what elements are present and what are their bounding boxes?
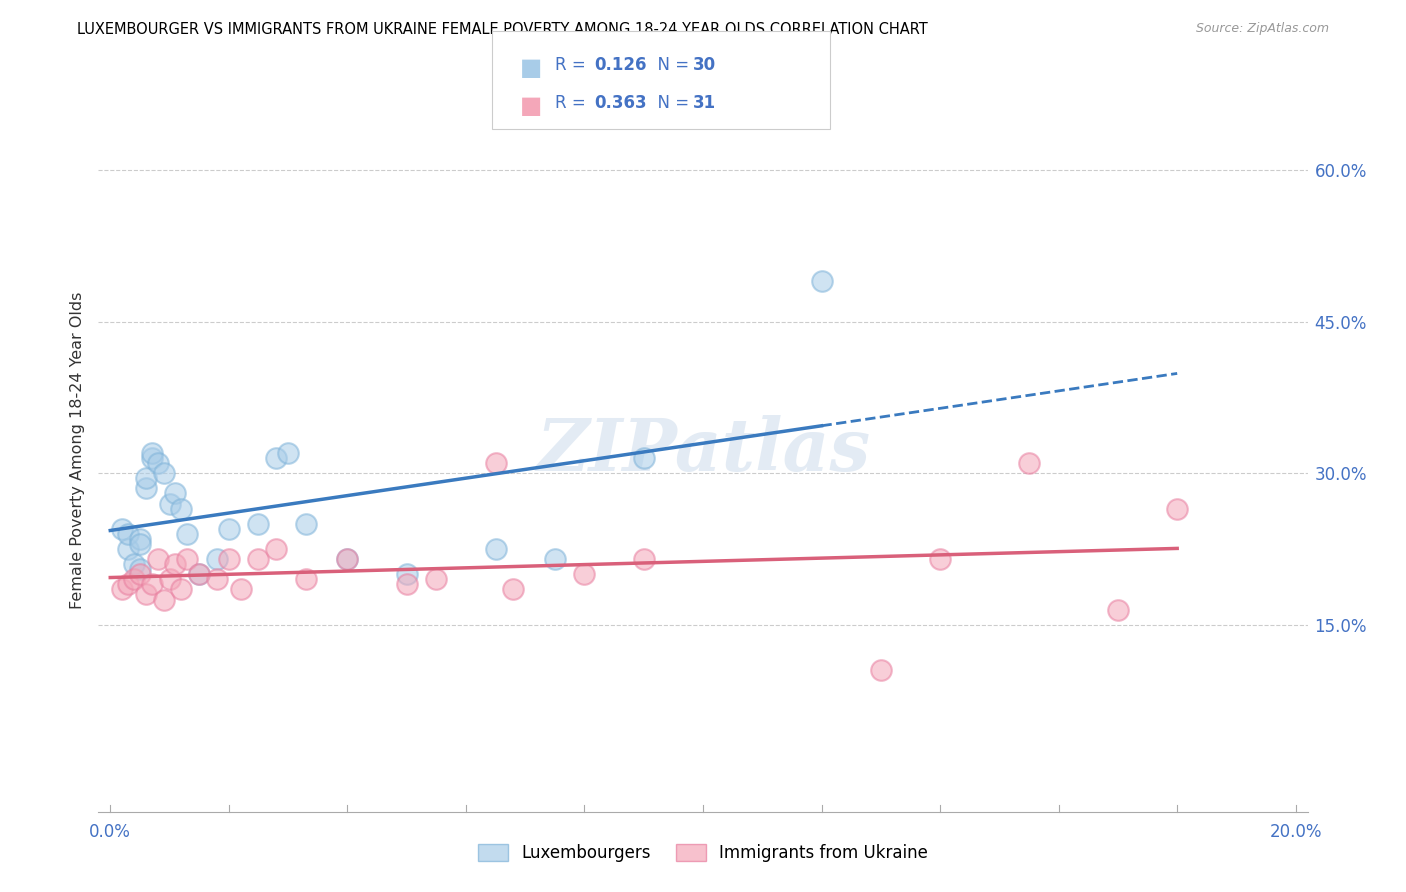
Point: [129, 567, 152, 582]
Point: [205, 552, 228, 566]
Text: N =: N =: [647, 94, 695, 112]
Y-axis label: Female Poverty Among 18-24 Year Olds: Female Poverty Among 18-24 Year Olds: [69, 292, 84, 609]
Point: [218, 522, 240, 536]
Point: [633, 450, 655, 465]
Point: [425, 572, 447, 586]
Point: [159, 572, 181, 586]
Point: [146, 552, 169, 566]
Point: [395, 567, 418, 582]
Point: [165, 557, 187, 571]
Point: [633, 552, 655, 566]
Point: [135, 481, 157, 495]
Point: [1166, 501, 1188, 516]
Point: [1018, 456, 1040, 470]
Point: [810, 274, 832, 288]
Point: [247, 552, 270, 566]
Point: [574, 567, 596, 582]
Text: R =: R =: [555, 56, 592, 74]
Point: [395, 577, 418, 591]
Text: LUXEMBOURGER VS IMMIGRANTS FROM UKRAINE FEMALE POVERTY AMONG 18-24 YEAR OLDS COR: LUXEMBOURGER VS IMMIGRANTS FROM UKRAINE …: [77, 22, 928, 37]
Text: ZIPatlas: ZIPatlas: [536, 415, 870, 486]
Point: [141, 450, 163, 465]
Point: [188, 567, 211, 582]
Point: [122, 557, 145, 571]
Point: [135, 587, 157, 601]
Text: 0.126: 0.126: [595, 56, 647, 74]
Point: [544, 552, 567, 566]
Point: [141, 446, 163, 460]
Point: [484, 456, 506, 470]
Point: [170, 501, 193, 516]
Point: [165, 486, 187, 500]
Point: [869, 663, 891, 677]
Point: [141, 577, 163, 591]
Text: ■: ■: [520, 94, 543, 118]
Point: [117, 577, 139, 591]
Point: [159, 496, 181, 510]
Text: Source: ZipAtlas.com: Source: ZipAtlas.com: [1195, 22, 1329, 36]
Point: [336, 552, 359, 566]
Point: [111, 522, 134, 536]
Point: [295, 572, 318, 586]
Point: [129, 562, 152, 576]
Point: [152, 592, 174, 607]
Point: [152, 466, 174, 480]
Point: [1107, 602, 1129, 616]
Point: [336, 552, 359, 566]
Point: [229, 582, 252, 597]
Legend: Luxembourgers, Immigrants from Ukraine: Luxembourgers, Immigrants from Ukraine: [471, 837, 935, 869]
Text: R =: R =: [555, 94, 592, 112]
Point: [264, 541, 287, 556]
Point: [117, 541, 139, 556]
Point: [247, 516, 270, 531]
Point: [295, 516, 318, 531]
Point: [129, 537, 152, 551]
Text: N =: N =: [647, 56, 695, 74]
Point: [111, 582, 134, 597]
Point: [117, 526, 139, 541]
Text: 31: 31: [693, 94, 716, 112]
Point: [484, 541, 506, 556]
Point: [205, 572, 228, 586]
Text: 0.363: 0.363: [595, 94, 647, 112]
Point: [135, 471, 157, 485]
Point: [502, 582, 524, 597]
Point: [129, 532, 152, 546]
Point: [122, 572, 145, 586]
Point: [218, 552, 240, 566]
Point: [277, 446, 299, 460]
Point: [146, 456, 169, 470]
Point: [176, 552, 198, 566]
Point: [170, 582, 193, 597]
Point: [176, 526, 198, 541]
Text: ■: ■: [520, 56, 543, 80]
Point: [188, 567, 211, 582]
Point: [264, 450, 287, 465]
Text: 30: 30: [693, 56, 716, 74]
Point: [929, 552, 952, 566]
